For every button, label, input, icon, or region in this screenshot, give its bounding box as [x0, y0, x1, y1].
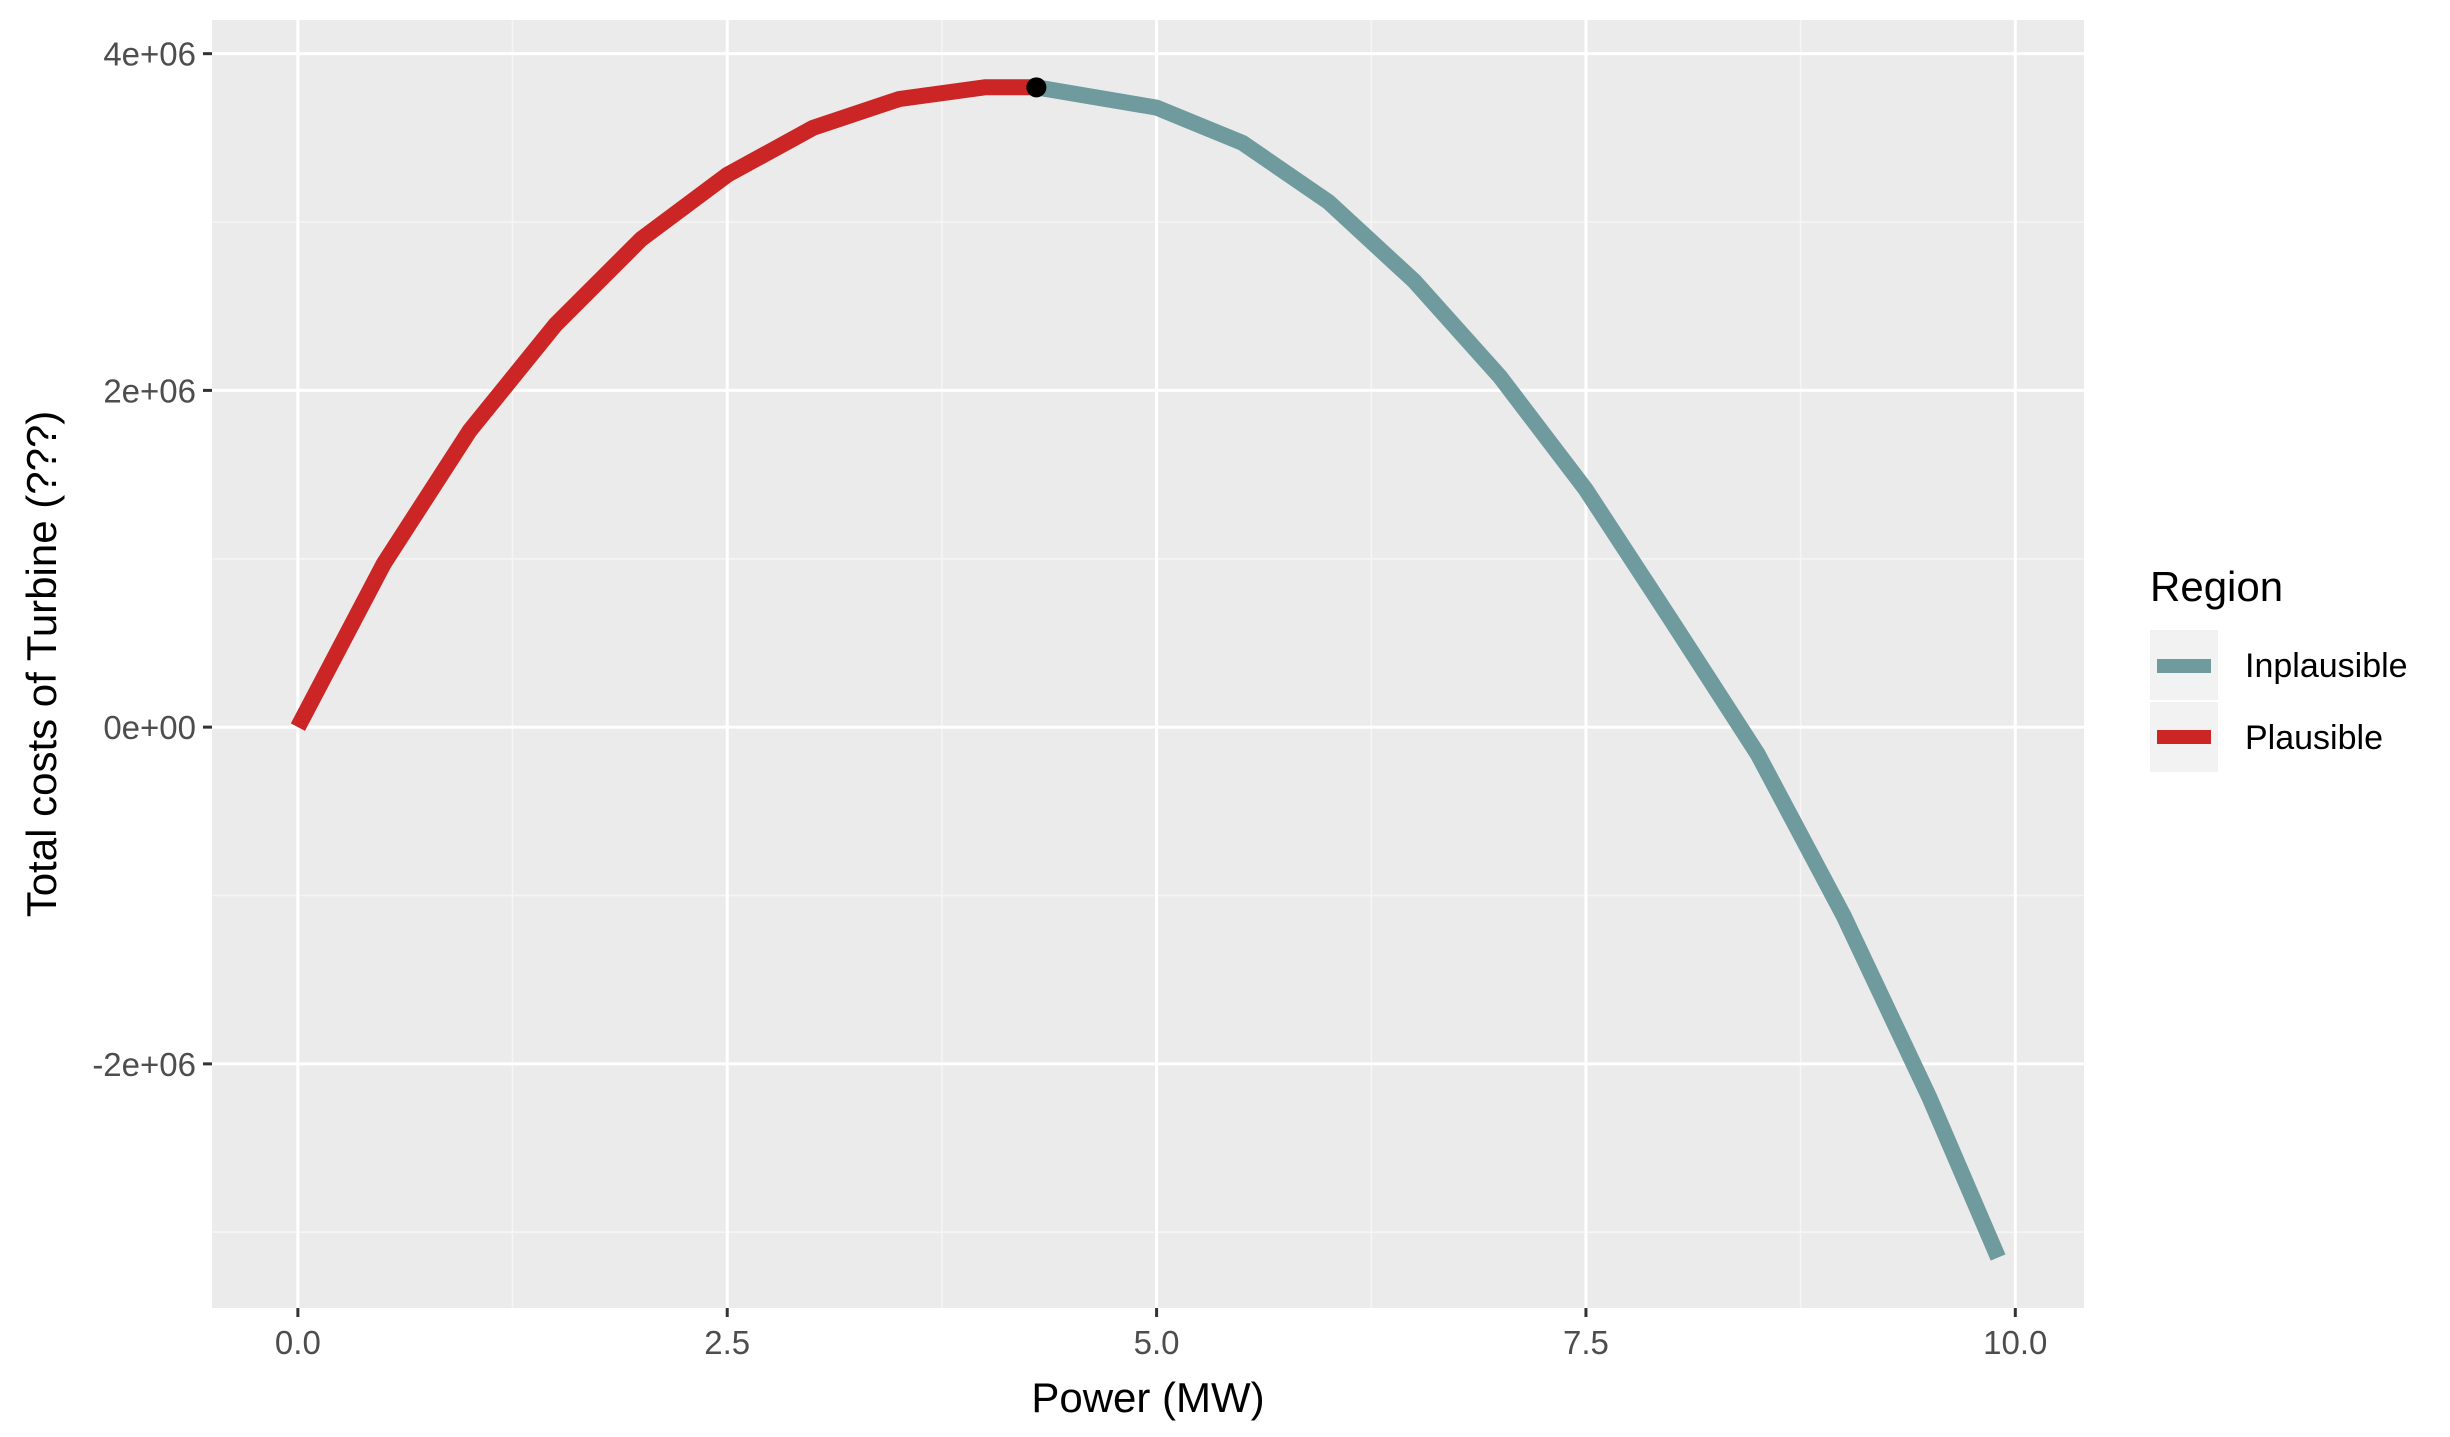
x-tick-label: 5.0 — [1134, 1324, 1180, 1361]
y-tick-label: -2e+06 — [92, 1046, 196, 1083]
y-axis: -2e+06 0e+00 2e+06 4e+06 — [92, 36, 212, 1083]
legend-swatch-inplausible — [2157, 659, 2211, 673]
series-layer — [290, 79, 2006, 1261]
legend-item-plausible: Plausible — [2150, 702, 2383, 772]
legend-label-inplausible: Inplausible — [2245, 647, 2408, 685]
legend-label-plausible: Plausible — [2245, 719, 2383, 757]
x-tick-label: 10.0 — [1983, 1324, 2047, 1361]
legend-swatch-plausible — [2157, 730, 2211, 744]
x-axis: 0.0 2.5 5.0 7.5 10.0 — [275, 1308, 2047, 1361]
series-line-plausible — [290, 79, 1037, 731]
legend-title: Region — [2150, 563, 2283, 610]
y-tick-label: 2e+06 — [103, 372, 196, 409]
y-tick-label: 0e+00 — [103, 709, 196, 746]
y-axis-title: Total costs of Turbine (???) — [18, 411, 65, 918]
legend: Region Inplausible Plausible — [2150, 563, 2408, 772]
legend-item-inplausible: Inplausible — [2150, 630, 2408, 700]
y-tick-label: 4e+06 — [103, 36, 196, 73]
x-tick-label: 2.5 — [704, 1324, 750, 1361]
series-line-inplausible — [1035, 79, 2006, 1261]
point-layer — [1026, 77, 1047, 98]
x-axis-title: Power (MW) — [1031, 1374, 1264, 1421]
x-tick-label: 0.0 — [275, 1324, 321, 1361]
grid-major — [212, 20, 2084, 1308]
x-tick-label: 7.5 — [1563, 1324, 1609, 1361]
plot-panel — [212, 20, 2084, 1308]
max-point-marker — [1026, 77, 1047, 98]
